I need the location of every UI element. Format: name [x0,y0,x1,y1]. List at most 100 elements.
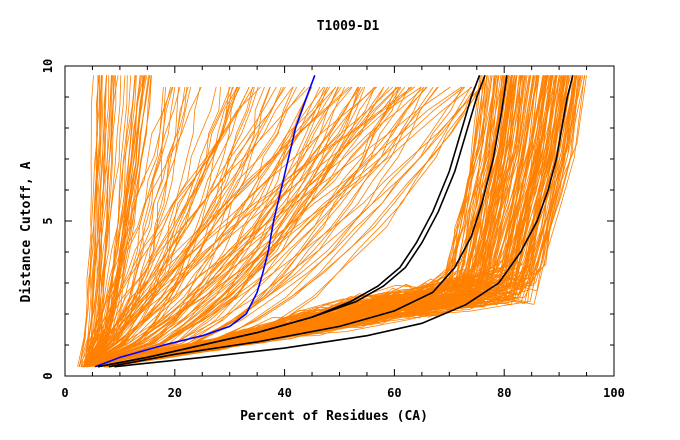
chart-title: T1009-D1 [317,19,380,34]
background-curve [84,86,438,368]
background-curve [111,75,488,368]
background-curve [85,86,313,368]
background-curve [81,86,326,368]
background-curve [111,75,581,368]
background-curve [82,86,282,368]
background-curve [104,75,544,368]
background-curve [85,86,234,368]
background-curve [87,86,410,368]
background-curve [87,86,340,368]
background-curve [86,86,463,368]
background-curve [83,86,476,368]
background-curve [108,75,584,368]
background-curve [86,86,294,368]
background-curve [85,86,294,367]
background-curve [84,86,361,368]
series-line-3 [97,75,486,368]
background-curve [82,86,399,368]
background-curve [83,86,181,367]
background-curve [81,86,329,368]
background-curve [82,86,254,367]
background-curve [84,86,231,367]
background-curve [77,75,100,367]
background-curve [87,86,401,368]
background-curve [85,86,473,368]
background-curve [85,86,339,368]
background-curve [86,86,427,368]
background-curve [85,86,331,368]
background-curves [77,75,587,368]
background-curve [82,86,271,368]
background-curve [94,75,136,367]
background-curve [88,75,107,367]
x-tick-label: 60 [387,386,401,400]
axis-ticks [64,65,615,377]
background-curve [81,86,239,368]
series-line-5 [114,75,574,368]
series-line-4 [108,75,508,368]
background-curve [82,86,265,368]
x-tick-label: 80 [497,386,511,400]
background-curve [93,75,152,367]
background-curve [96,75,137,367]
background-curve [85,86,397,368]
background-curve [89,75,114,367]
background-curve [84,75,112,367]
x-axis-label: Percent of Residues (CA) [240,409,428,424]
background-curve [84,86,189,367]
series-line-1 [94,75,316,368]
background-curve [106,75,586,368]
background-curve [83,86,483,368]
background-curve [87,86,483,368]
background-curve [83,86,310,367]
background-curve [84,75,103,367]
series-curves [94,75,574,368]
background-curve [84,86,328,368]
background-curve [98,75,104,367]
background-curve [83,86,176,368]
x-tick-label: 40 [277,386,291,400]
background-curve [87,86,465,368]
y-tick-label: 10 [41,59,55,73]
background-curve [84,86,375,368]
background-curve [85,86,342,368]
background-curve [83,86,364,368]
background-curve [87,86,286,368]
background-curve [87,86,428,368]
background-curve [91,75,116,367]
background-curve [86,86,359,368]
y-tick-label: 0 [41,372,55,379]
background-curve [81,86,174,367]
x-tick-label: 100 [603,386,625,400]
x-tick-label: 20 [168,386,182,400]
background-curve [82,86,306,367]
background-curve [85,86,425,368]
background-curve [84,86,378,367]
background-curve [80,75,136,367]
background-curve [85,86,284,367]
tick-labels: 0 20 40 60 80 100 0 5 10 [41,59,625,400]
background-curve [85,86,238,368]
background-curve [87,86,472,368]
background-curve [82,86,376,368]
background-curve [84,86,359,368]
background-curve [82,86,201,368]
background-curve [87,86,336,368]
background-curve [84,86,385,368]
background-curve [107,75,522,368]
background-curve [95,75,146,367]
background-curve [84,86,434,368]
y-tick-label: 5 [41,217,55,224]
background-curve [96,75,113,367]
background-curve [84,86,312,368]
background-curve [84,86,255,368]
background-curve [82,86,413,367]
background-curve [87,86,233,368]
y-axis-label: Distance Cutoff, A [19,161,34,302]
x-tick-label: 0 [61,386,68,400]
background-curve [85,86,250,367]
background-curve [87,86,166,367]
background-curve [79,75,102,367]
background-curve [85,86,475,368]
